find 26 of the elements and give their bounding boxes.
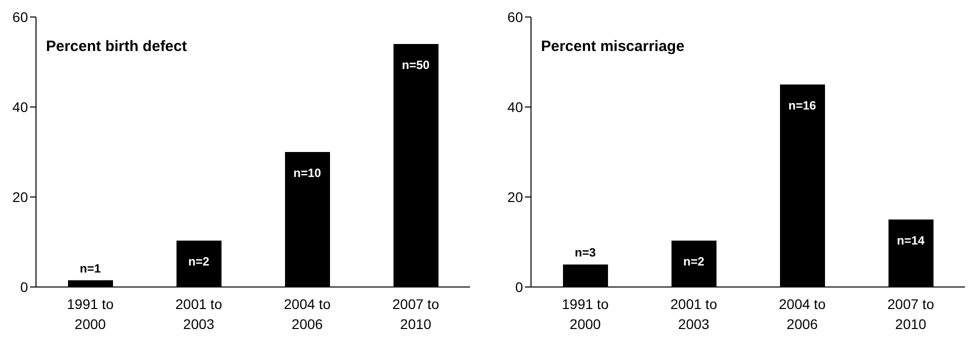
x-tick-label: 2001 to 2003	[175, 296, 222, 332]
x-tick-label: 2001 to 2003	[670, 296, 718, 332]
annotation: n=1	[80, 261, 102, 276]
x-tick-label: 2004 to 2006	[778, 296, 826, 332]
y-tick-label: 0	[515, 278, 524, 295]
annotation: n=3	[574, 246, 596, 260]
y-tick-label: 40	[12, 98, 28, 115]
text: Percent miscarriage	[541, 38, 684, 55]
y-tick-label: 40	[507, 98, 524, 115]
annotation: n=10	[293, 166, 322, 180]
y-tick-label: 20	[12, 188, 28, 205]
y-tick-label: 20	[507, 188, 524, 205]
x-tick-label: 2007 to 2010	[887, 296, 934, 332]
annotation: n=2	[188, 254, 210, 269]
annotation: n=50	[402, 58, 430, 72]
annotation: n=2	[683, 254, 705, 269]
x-tick-label: 1991 to 2000	[66, 296, 114, 332]
annotation: n=16	[788, 98, 816, 112]
text: Percent birth defect	[46, 38, 187, 55]
x-tick-label: 2007 to 2010	[392, 296, 440, 332]
y-tick-label: 60	[12, 8, 28, 25]
x-tick-label: 2004 to 2006	[284, 296, 331, 332]
x-tick-label: 1991 to 2000	[562, 296, 609, 332]
annotation: n=14	[896, 234, 925, 248]
y-tick-label: 60	[507, 8, 524, 25]
y-tick-label: 0	[20, 278, 28, 295]
